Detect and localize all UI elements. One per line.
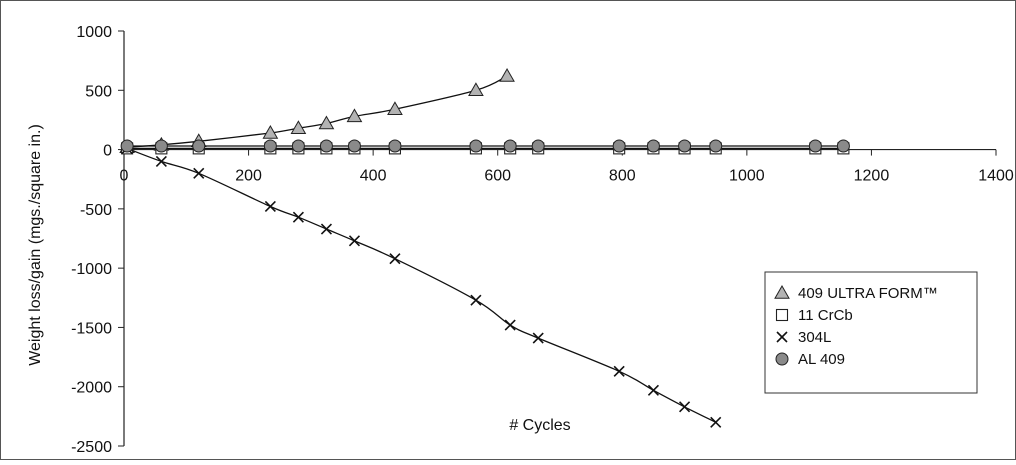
legend-box [764, 271, 978, 394]
x-tick-label: 1400 [978, 168, 1014, 185]
data-point-triangle [774, 284, 790, 299]
marker-stroke [532, 332, 544, 344]
data-point-triangle [262, 124, 279, 139]
data-point-x [776, 331, 788, 343]
legend-item: AL 409 [775, 351, 845, 368]
y-tick-label: -1000 [71, 261, 112, 278]
legend-label: 304L [798, 329, 831, 346]
marker-stroke [647, 384, 659, 396]
marker-stroke [264, 200, 276, 213]
y-axis-title: Weight loss/gain (mgs./square in.) [27, 124, 44, 366]
series-line [127, 75, 508, 148]
y-tick-label: -500 [80, 202, 112, 219]
x-tick-label: 600 [484, 168, 511, 185]
marker-stroke [155, 155, 167, 167]
data-point-x [264, 200, 276, 213]
marker-stroke [470, 294, 482, 306]
data-point-circle [808, 139, 822, 153]
data-point-triangle [387, 101, 403, 116]
y-tick-label: 500 [85, 83, 112, 100]
data-point-x [613, 365, 625, 377]
data-point-square [775, 308, 789, 322]
x-tick-label: 200 [235, 168, 262, 185]
data-point-x [320, 223, 332, 235]
data-point-circle [263, 139, 277, 153]
data-point-circle [347, 139, 361, 153]
legend-label: 409 ULTRA FORM™ [798, 285, 938, 302]
series-x [121, 142, 722, 428]
data-point-circle [709, 139, 723, 153]
x-tick-label: 1000 [729, 168, 765, 185]
data-point-x [348, 235, 361, 247]
data-point-circle [612, 139, 626, 153]
data-point-triangle [346, 108, 363, 123]
y-tick-label: 0 [103, 143, 112, 160]
data-point-x [389, 253, 401, 265]
series-line [126, 147, 716, 423]
marker-stroke [348, 235, 361, 247]
data-point-circle [319, 139, 333, 153]
data-point-x [504, 319, 516, 331]
legend-label: AL 409 [798, 351, 845, 368]
data-point-triangle [499, 68, 515, 82]
y-tick-label: -2500 [71, 439, 112, 456]
marker-stroke [389, 253, 401, 265]
data-point-x [647, 384, 659, 396]
legend-item: 409 ULTRA FORM™ [774, 284, 938, 302]
x-tick-label: 0 [120, 168, 129, 185]
data-point-circle [531, 139, 545, 153]
data-point-x [532, 332, 544, 344]
data-point-circle [469, 139, 483, 153]
data-point-circle [154, 139, 168, 153]
data-point-x [292, 211, 304, 223]
legend-item: 11 CrCb [775, 307, 853, 324]
marker-stroke [193, 167, 205, 179]
y-tick-label: -2000 [71, 380, 112, 397]
data-point-circle [678, 139, 692, 153]
marker-stroke [504, 319, 516, 331]
data-point-x [193, 167, 205, 179]
data-point-triangle [290, 120, 307, 134]
series-circle [120, 139, 850, 153]
x-axis-title: # Cycles [509, 417, 570, 434]
data-point-circle [192, 139, 206, 153]
legend: 409 ULTRA FORM™ 11 CrCb 304L AL 409 [764, 271, 978, 394]
legend-label: 11 CrCb [798, 307, 853, 324]
marker-stroke [292, 211, 304, 223]
marker-stroke [776, 331, 788, 343]
x-tick-label: 800 [609, 168, 636, 185]
marker-stroke [613, 365, 625, 377]
series-layer [119, 68, 850, 428]
data-point-circle [646, 139, 660, 153]
data-point-circle [836, 139, 850, 153]
marker-stroke [320, 223, 332, 235]
data-point-circle [388, 139, 402, 153]
y-tick-label: -1500 [71, 320, 112, 337]
data-point-x [679, 401, 691, 413]
data-point-x [155, 155, 167, 167]
x-tick-label: 400 [360, 168, 387, 185]
y-tick-label: 1000 [76, 24, 112, 41]
marker-stroke [679, 401, 691, 413]
data-point-triangle [318, 115, 335, 130]
data-point-circle [775, 352, 789, 366]
data-point-circle [503, 139, 517, 153]
legend-item: 304L [776, 329, 831, 346]
data-point-x [470, 294, 482, 306]
marker-stroke [710, 416, 722, 428]
data-point-circle [291, 139, 305, 153]
data-point-triangle [468, 82, 484, 97]
data-point-circle [120, 139, 134, 153]
x-tick-label: 1200 [854, 168, 890, 185]
data-point-x [710, 416, 722, 428]
